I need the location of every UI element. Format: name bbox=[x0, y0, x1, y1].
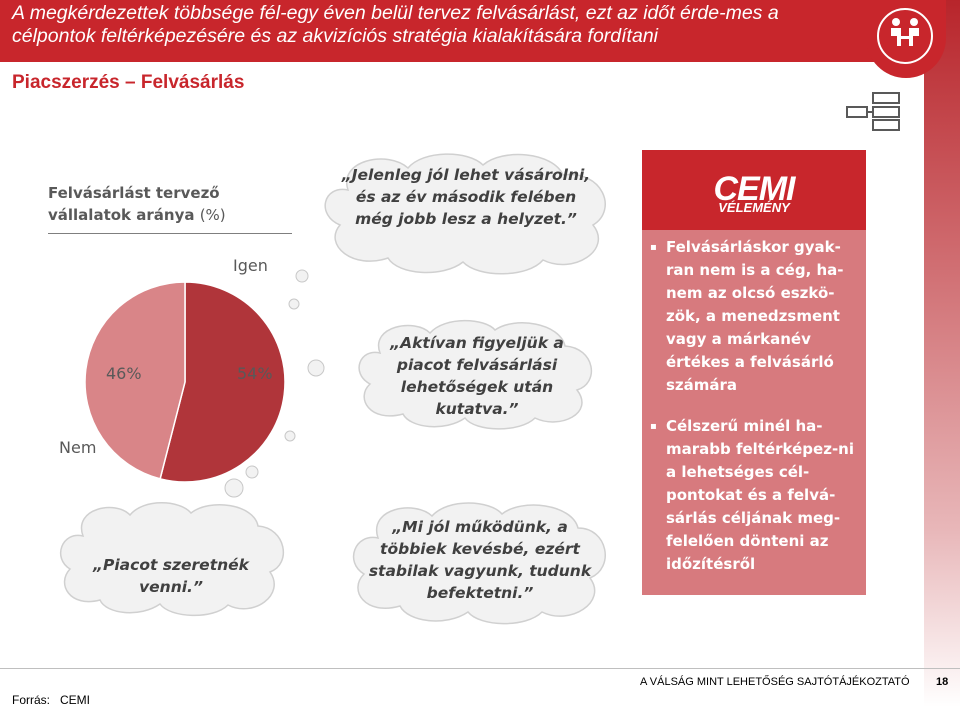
right-gradient-band bbox=[924, 0, 960, 707]
source-value: CEMI bbox=[60, 693, 91, 707]
footer-report-title: A VÁLSÁG MINT LEHETŐSÉG SAJTÓTÁJÉKOZTATÓ bbox=[640, 676, 910, 688]
thought-cloud-1-text: „Jelenleg jól lehet vásárolni, és az év … bbox=[341, 166, 591, 228]
section-subtitle: Piacszerzés – Felvásárlás bbox=[12, 72, 245, 93]
pie-slice-igen bbox=[159, 281, 286, 483]
chart-title: Felvásárlást tervező vállalatok aránya (… bbox=[48, 182, 298, 226]
chart-unit: (%) bbox=[199, 206, 226, 224]
thought-cloud-4 bbox=[59, 502, 285, 617]
thought-cloud-2 bbox=[358, 319, 593, 430]
cemi-bullet-2: Célszerű minél ha-marabb feltérképez-ni … bbox=[650, 415, 862, 576]
chart-title-rule bbox=[48, 233, 292, 234]
thought-cloud-1 bbox=[324, 153, 606, 275]
pie-category-label-igen: Igen bbox=[233, 256, 268, 275]
thought-bubble-trail bbox=[224, 269, 325, 498]
thought-cloud-2-text: „Aktívan figyeljük a piacot felvásárlási… bbox=[390, 334, 564, 418]
pie-value-label-igen: 54% bbox=[237, 364, 273, 383]
pie-category-label-nem: Nem bbox=[59, 438, 97, 457]
cemi-logo-block: CEMI VÉLEMÉNY bbox=[642, 150, 866, 230]
pie-chart bbox=[84, 281, 286, 483]
footer-divider bbox=[0, 668, 960, 669]
chart-title-text: Felvásárlást tervező vállalatok aránya bbox=[48, 184, 220, 224]
cemi-bullet-1: Felvásárláskor gyak-ran nem is a cég, ha… bbox=[650, 236, 862, 397]
pie-slice-nem bbox=[84, 281, 186, 480]
pie-value-label-nem: 46% bbox=[106, 364, 142, 383]
decorative-squares bbox=[846, 92, 900, 131]
thought-cloud-3 bbox=[352, 502, 606, 625]
cemi-logo: CEMI bbox=[713, 170, 796, 208]
cemi-logo-subtitle: VÉLEMÉNY bbox=[718, 200, 790, 215]
thought-cloud-3-text: „Mi jól működünk, a többiek kevésbé, ezé… bbox=[368, 518, 592, 602]
source-note: Forrás: CEMI bbox=[12, 693, 100, 707]
source-label: Forrás: bbox=[12, 693, 51, 707]
cemi-bullet-list: Felvásárláskor gyak-ran nem is a cég, ha… bbox=[650, 236, 862, 594]
thought-cloud-4-text: „Piacot szeretnék venni.” bbox=[93, 556, 249, 596]
handshake-icon bbox=[877, 8, 933, 64]
page-number: 18 bbox=[936, 676, 949, 688]
header-bar: A megkérdezettek többsége fél-egy éven b… bbox=[0, 0, 928, 62]
page-title: A megkérdezettek többsége fél-egy éven b… bbox=[12, 2, 779, 47]
